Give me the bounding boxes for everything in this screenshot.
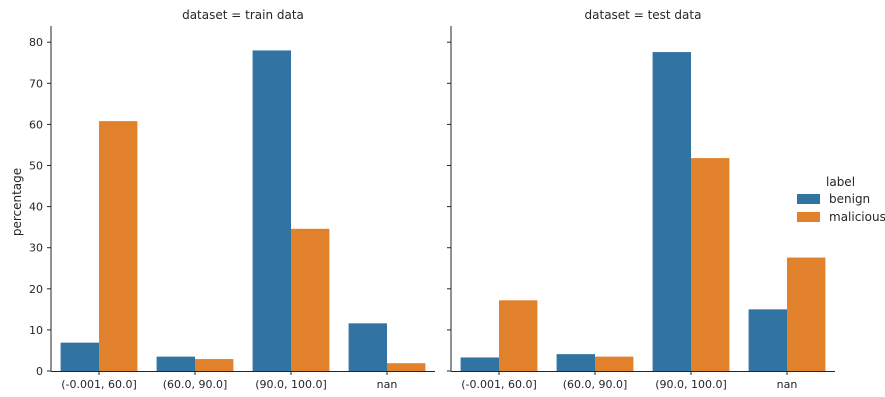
legend-title: label [826, 175, 855, 189]
legend-label-benign: benign [829, 192, 870, 206]
bar-benign-4 [348, 323, 387, 371]
bar-malicious-4 [387, 363, 426, 371]
x-tick-label: (-0.001, 60.0] [61, 378, 137, 391]
bar-benign-1 [460, 357, 499, 371]
bar-malicious-3 [691, 158, 730, 371]
bar-benign-3 [652, 52, 691, 371]
bar-benign-4 [748, 309, 787, 371]
bar-benign-1 [60, 342, 99, 371]
x-tick-label: (60.0, 90.0] [563, 378, 628, 391]
y-tick-label: 20 [29, 283, 43, 296]
panel-1: dataset = train data 0 10 20 30 40 50 60 70 80 (-0… [29, 8, 435, 391]
legend-swatch-malicious [797, 212, 820, 222]
bar-malicious-4 [787, 257, 826, 371]
panel-title: dataset = test data [585, 8, 702, 22]
panel-title: dataset = train data [182, 8, 304, 22]
bar-malicious-1 [99, 121, 138, 371]
legend: label benign malicious [797, 175, 885, 224]
bar-benign-3 [252, 50, 291, 371]
panel-2: dataset = test data (-0.001, 60.0] (60.0, … [447, 8, 835, 391]
x-tick-label: (90.0, 100.0] [655, 378, 727, 391]
y-tick-label: 40 [29, 201, 43, 214]
y-axis-label: percentage [10, 168, 24, 236]
y-tick-label: 80 [29, 36, 43, 49]
x-tick-label: nan [777, 378, 798, 391]
bar-malicious-3 [291, 228, 330, 371]
x-tick-label: nan [377, 378, 398, 391]
legend-swatch-benign [797, 194, 820, 204]
y-tick-label: 0 [36, 365, 43, 378]
bar-benign-2 [556, 354, 595, 371]
bar-malicious-2 [195, 359, 234, 371]
y-tick-label: 10 [29, 324, 43, 337]
bar-malicious-1 [499, 300, 538, 371]
x-tick-label: (60.0, 90.0] [163, 378, 228, 391]
legend-label-malicious: malicious [829, 210, 885, 224]
bar-malicious-2 [595, 356, 634, 371]
y-tick-label: 50 [29, 160, 43, 173]
bar-benign-2 [156, 356, 195, 371]
x-tick-label: (-0.001, 60.0] [461, 378, 537, 391]
y-tick-label: 60 [29, 118, 43, 131]
y-tick-label: 70 [29, 77, 43, 90]
x-tick-label: (90.0, 100.0] [255, 378, 327, 391]
y-tick-label: 30 [29, 242, 43, 255]
